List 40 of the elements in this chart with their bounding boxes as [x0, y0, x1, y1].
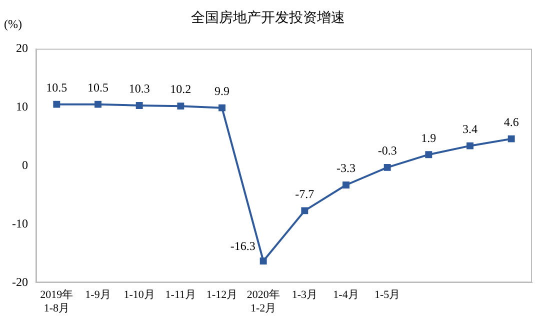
data-label: 9.9	[214, 84, 230, 98]
x-tick-label: 1-10月	[124, 289, 155, 302]
point	[384, 164, 391, 171]
data-label: 10.5	[46, 80, 68, 94]
y-tick-label: -20	[12, 274, 28, 289]
data-label: 4.6	[504, 114, 519, 129]
data-label: -0.3	[378, 144, 397, 158]
point	[260, 258, 267, 264]
x-tick-label: 1-9月	[85, 289, 111, 302]
x-tick-label: 1-4月	[333, 289, 359, 302]
point	[466, 142, 474, 150]
point	[301, 207, 308, 214]
data-label: -3.3	[336, 161, 356, 176]
point	[425, 151, 432, 158]
x-tick-label: 1-11月	[165, 289, 196, 302]
chart-title: 全国房地产开发投资增速	[191, 10, 345, 26]
y-tick-label: -10	[12, 216, 28, 230]
y-tick-label: 20	[16, 40, 28, 55]
x-tick-label: 1-12月	[206, 289, 238, 302]
point	[94, 100, 102, 108]
point	[342, 182, 350, 188]
y-axis-title: (%)	[4, 17, 22, 32]
point	[53, 100, 60, 108]
point	[218, 104, 226, 112]
data-label: 1.9	[421, 130, 436, 145]
point	[136, 102, 143, 109]
data-label: 3.4	[462, 122, 478, 136]
point	[177, 102, 184, 110]
x-tick-label: 2020年 1-2月	[246, 289, 280, 314]
y-tick-label: 10	[16, 99, 28, 114]
x-tick-label: 2019年 1-8月	[40, 289, 74, 314]
data-label: 10.3	[128, 82, 150, 96]
data-label: 10.5	[87, 80, 108, 94]
data-label: -7.7	[295, 186, 314, 201]
data-label: 10.2	[170, 82, 192, 96]
x-tick-label: 1-3月	[292, 289, 318, 302]
point	[508, 135, 515, 142]
data-label: -16.3	[230, 239, 256, 254]
x-tick-label: 1-5月	[374, 289, 400, 302]
y-tick-label: 0	[22, 158, 28, 172]
